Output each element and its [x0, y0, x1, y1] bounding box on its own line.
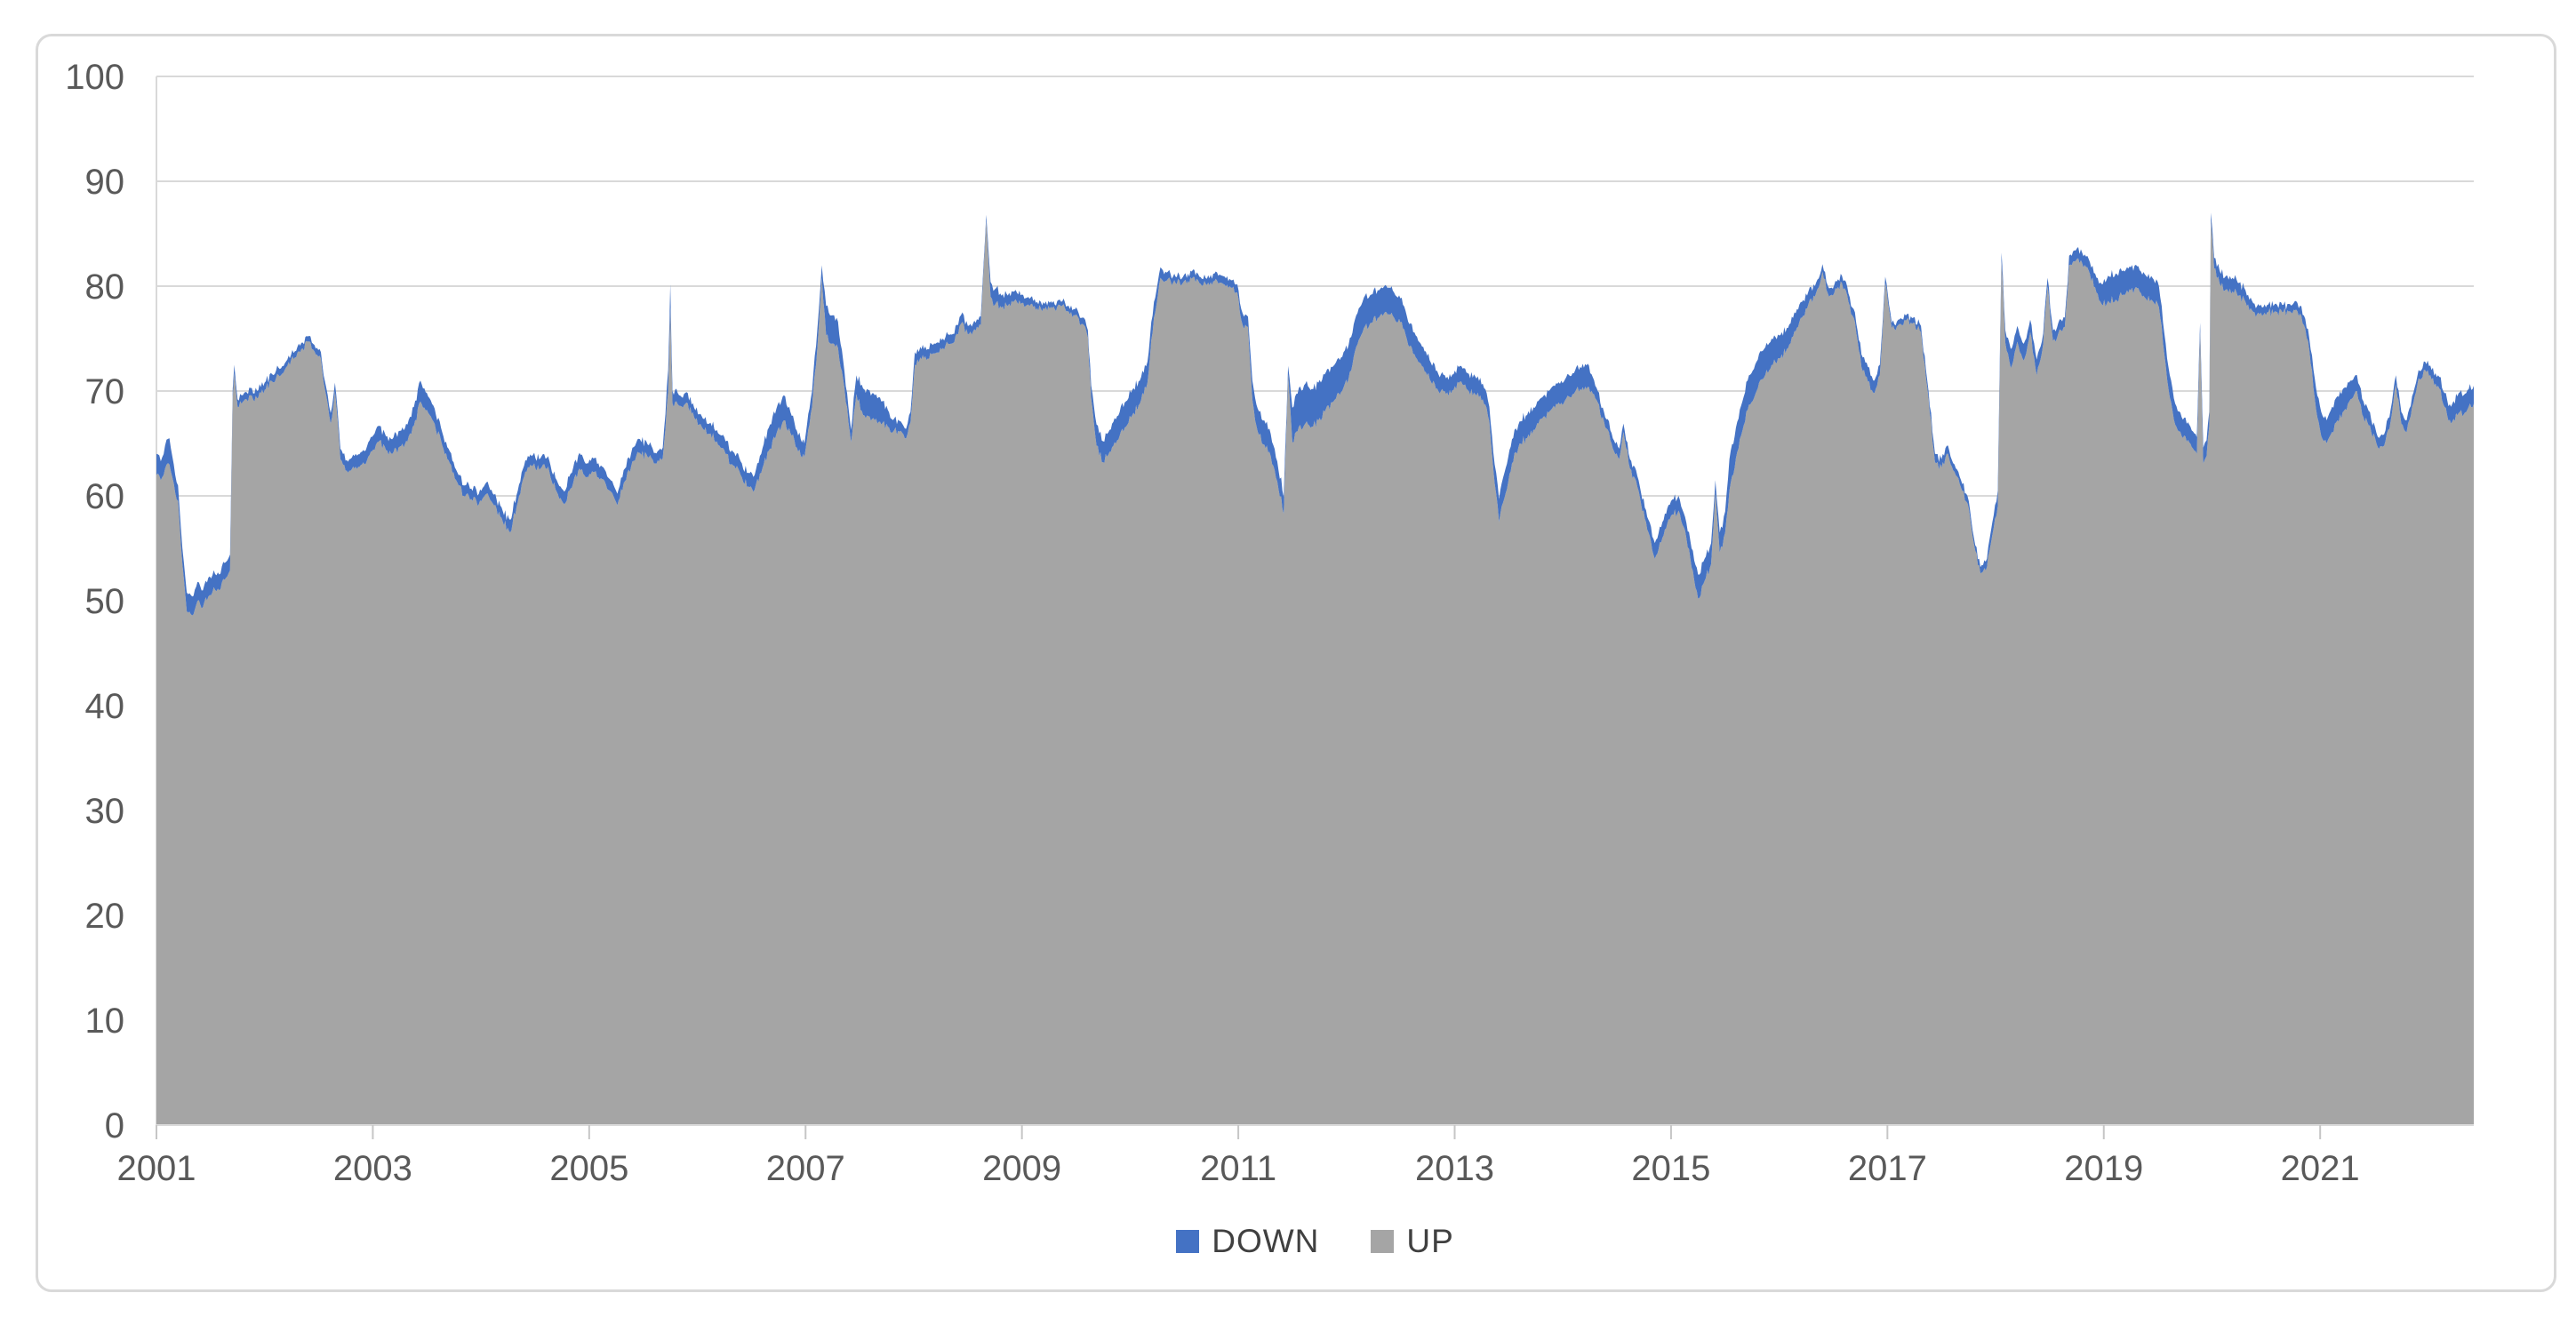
y-tick-label: 100 — [65, 58, 124, 97]
y-tick-label: 30 — [85, 792, 125, 831]
y-tick-label: 0 — [105, 1106, 124, 1145]
chart-legend: DOWN UP — [156, 1223, 2474, 1260]
y-tick-label: 70 — [85, 372, 125, 411]
up-series-area — [156, 220, 2474, 1125]
y-tick-label: 50 — [85, 582, 125, 621]
legend-item-up: UP — [1371, 1223, 1453, 1260]
x-tick-label: 2019 — [2064, 1149, 2143, 1188]
x-tick-label: 2001 — [117, 1149, 196, 1188]
y-tick-label: 90 — [85, 163, 125, 202]
y-tick-label: 20 — [85, 897, 125, 936]
x-tick-label: 2017 — [1848, 1149, 1927, 1188]
x-tick-label: 2007 — [766, 1149, 845, 1188]
legend-label-up: UP — [1406, 1223, 1454, 1259]
x-tick-label: 2011 — [1200, 1149, 1276, 1188]
x-tick-label: 2021 — [2281, 1149, 2360, 1188]
y-tick-label: 60 — [85, 477, 125, 516]
down-series-area — [156, 212, 2474, 616]
x-tick-label: 2005 — [549, 1149, 628, 1188]
y-tick-label: 40 — [85, 687, 125, 726]
legend-item-down: DOWN — [1176, 1223, 1319, 1260]
x-tick-label: 2013 — [1415, 1149, 1494, 1188]
x-tick-label: 2015 — [1631, 1149, 1710, 1188]
x-tick-label: 2009 — [982, 1149, 1061, 1188]
x-tick-label: 2003 — [333, 1149, 412, 1188]
legend-label-down: DOWN — [1212, 1223, 1320, 1259]
y-tick-label: 80 — [85, 267, 125, 307]
legend-swatch-up-icon — [1371, 1230, 1395, 1253]
y-tick-label: 10 — [85, 1002, 125, 1041]
legend-swatch-down-icon — [1176, 1230, 1200, 1253]
